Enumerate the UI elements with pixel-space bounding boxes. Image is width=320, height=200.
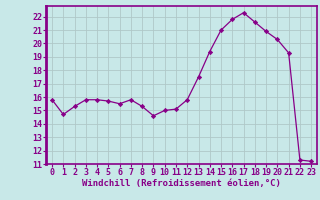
X-axis label: Windchill (Refroidissement éolien,°C): Windchill (Refroidissement éolien,°C) [82, 179, 281, 188]
